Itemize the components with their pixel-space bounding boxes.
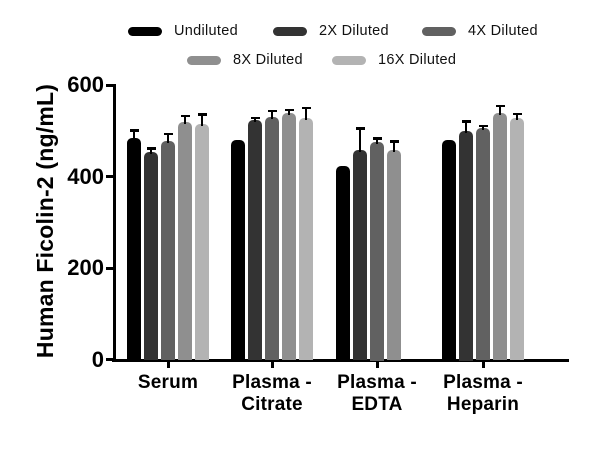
error-bar-line [183,116,187,124]
bar-serum-undiluted [127,138,141,361]
x-category-label: Plasma - Citrate [207,372,337,415]
bar-plasma-edta-8x-diluted [387,150,401,361]
error-bar-cap [389,139,399,143]
x-axis-tick [270,361,274,368]
error-bar-cap [512,112,522,116]
error-bar-cap [301,106,311,110]
error-bar-cap [284,108,294,112]
error-bar-cap [146,147,156,150]
bar-plasma-heparin-4x-diluted [476,128,490,361]
error-bar-cap [267,109,277,113]
x-axis-tick [375,361,379,368]
error-bar-line [149,148,153,154]
error-bar-cap [355,127,365,130]
y-tick-label: 0 [91,346,104,372]
bar-plasma-citrate-2x-diluted [248,120,262,361]
legend-label: Undiluted [174,23,238,39]
x-category-label: Plasma - EDTA [312,372,442,415]
error-bar-cap [180,114,190,118]
error-bar-cap [478,124,488,128]
bar-serum-4x-diluted [161,140,175,361]
bar-plasma-edta-4x-diluted [370,142,384,361]
error-bar-cap [129,129,139,133]
bar-plasma-heparin-16x-diluted [510,118,524,361]
x-category-label-line: Citrate [241,393,303,415]
error-bar-line [392,141,396,153]
x-category-label-line: Serum [137,372,199,393]
error-bar-line [132,130,136,141]
y-axis-tick [106,83,113,87]
y-axis-tick [106,358,113,361]
x-category-label-line: Plasma - [443,372,523,393]
x-category-label-line: Plasma - [337,372,417,393]
legend-swatch-undiluted [128,26,162,36]
x-category-label-line: Plasma - [232,372,312,393]
error-bar-line [287,110,291,116]
x-category-label: Plasma - Heparin [418,372,548,415]
error-bar-line [375,138,379,145]
y-axis-tick [106,175,113,178]
error-bar-line [481,126,485,131]
bar-plasma-heparin-undiluted [442,139,456,361]
error-bar-line [358,128,362,152]
error-bar-cap [495,104,505,108]
legend-swatch-16x-diluted [332,55,366,65]
y-tick-label: 200 [67,255,104,280]
error-bar-line [166,133,170,143]
bar-plasma-edta-2x-diluted [353,149,367,361]
y-axis-spine [113,83,116,362]
legend-item-undiluted: Undiluted [128,23,238,39]
bar-plasma-heparin-2x-diluted [459,130,473,361]
error-bar-line [304,107,308,121]
bar-plasma-heparin-8x-diluted [493,113,507,361]
legend-label: 8X Diluted [233,52,303,68]
error-bar-cap [372,137,382,140]
bar-serum-8x-diluted [178,121,192,361]
bar-plasma-edta-undiluted [336,165,350,361]
error-bar-line [270,111,274,119]
error-bar-line [498,106,502,116]
bar-plasma-citrate-undiluted [231,140,245,361]
error-bar-cap [250,116,260,120]
y-tick-label: 400 [67,163,104,189]
error-bar-line [464,121,468,133]
error-bar-cap [461,120,471,123]
error-bar-line [253,117,257,123]
legend-label: 16X Diluted [378,52,457,68]
y-axis-title: Human Ficolin-2 (ng/mL) [32,83,58,359]
bar-serum-16x-diluted [195,124,209,361]
legend-label: 2X Diluted [319,23,389,39]
bar-plasma-citrate-16x-diluted [299,118,313,361]
legend-item-8x-diluted: 8X Diluted [187,52,303,68]
bar-plasma-citrate-4x-diluted [265,117,279,361]
x-axis-tick [166,361,170,368]
x-category-label-line: EDTA [351,393,403,415]
error-bar-line [200,114,204,127]
legend-item-2x-diluted: 2X Diluted [273,23,389,39]
legend-item-4x-diluted: 4X Diluted [422,23,538,39]
x-axis-tick [481,361,485,368]
y-axis-tick [106,266,113,270]
x-category-label-line: Heparin [446,393,520,415]
error-bar-cap [197,113,207,117]
y-tick-label: 600 [67,72,104,97]
bar-plasma-citrate-8x-diluted [282,113,296,361]
legend-swatch-2x-diluted [273,26,307,36]
legend-swatch-4x-diluted [422,26,456,36]
legend-swatch-8x-diluted [187,55,221,65]
bar-serum-2x-diluted [144,151,158,361]
legend-item-16x-diluted: 16X Diluted [332,52,456,68]
error-bar-line [515,113,519,121]
error-bar-cap [163,132,173,136]
x-category-label: Serum [103,372,233,394]
legend-label: 4X Diluted [468,23,538,39]
